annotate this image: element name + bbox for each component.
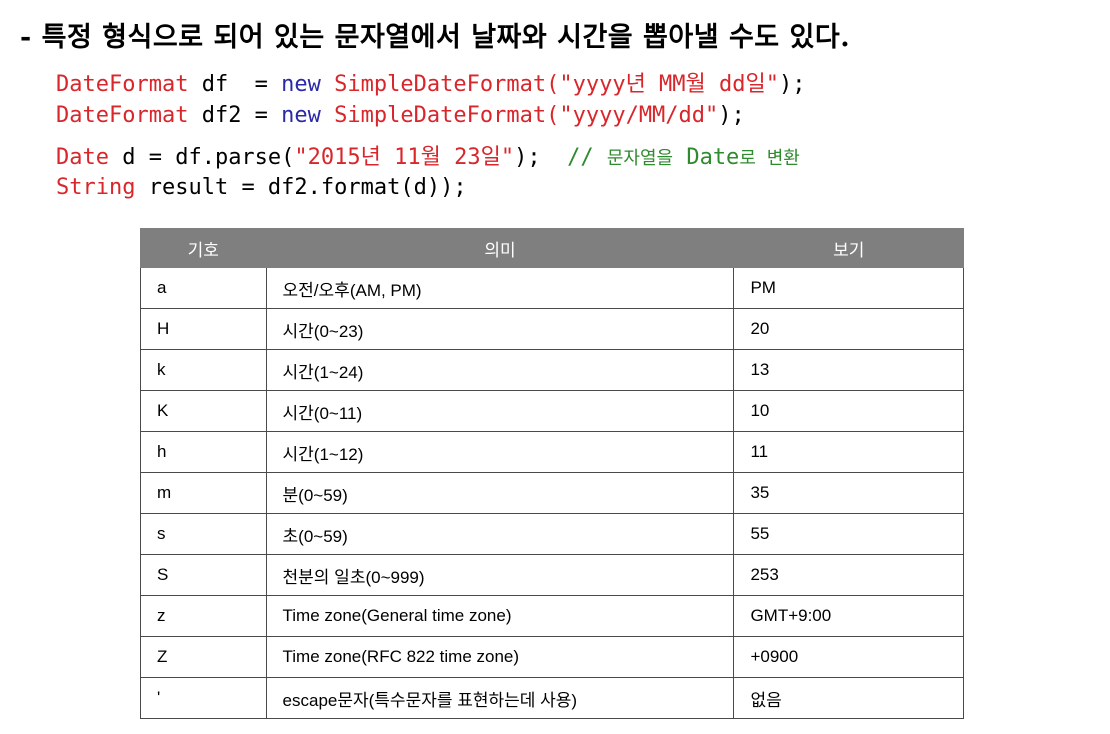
code-text: ); [514, 145, 568, 170]
cell-meaning: 초(0~59) [265, 513, 735, 555]
cell-example: 20 [733, 308, 964, 350]
code-line-1: DateFormat df = new SimpleDateFormat("yy… [56, 70, 806, 100]
table-row: K 시간(0~11) 10 [140, 390, 964, 432]
cell-symbol: Z [140, 636, 267, 678]
cell-symbol: z [140, 595, 267, 637]
table-row: z Time zone(General time zone) GMT+9:00 [140, 595, 964, 637]
cell-example: 253 [733, 554, 964, 596]
table-row: k 시간(1~24) 13 [140, 349, 964, 391]
code-line-2: DateFormat df2 = new SimpleDateFormat("y… [56, 101, 745, 131]
header-symbol: 기호 [140, 228, 267, 268]
table-row: S 천분의 일초(0~999) 253 [140, 554, 964, 596]
cell-symbol: S [140, 554, 267, 596]
cell-example: 없음 [733, 677, 964, 719]
header-meaning: 의미 [265, 228, 735, 268]
table-row: a 오전/오후(AM, PM) PM [140, 267, 964, 309]
cell-meaning: escape문자(특수문자를 표현하는데 사용) [265, 677, 735, 719]
table-row: H 시간(0~23) 20 [140, 308, 964, 350]
cell-meaning: 오전/오후(AM, PM) [265, 267, 735, 309]
cell-symbol: K [140, 390, 267, 432]
cell-meaning: Time zone(RFC 822 time zone) [265, 636, 735, 678]
page-heading: - 특정 형식으로 되어 있는 문자열에서 날짜와 시간을 뽑아낼 수도 있다. [20, 22, 851, 53]
cell-example: 11 [733, 431, 964, 473]
code-type: DateFormat [56, 72, 189, 97]
cell-example: PM [733, 267, 964, 309]
cell-example: 13 [733, 349, 964, 391]
code-keyword: new [281, 103, 321, 128]
table-row: Z Time zone(RFC 822 time zone) +0900 [140, 636, 964, 678]
cell-symbol: h [140, 431, 267, 473]
code-string: "2015년 11월 23일" [294, 145, 515, 170]
table-row: s 초(0~59) 55 [140, 513, 964, 555]
cell-meaning: Time zone(General time zone) [265, 595, 735, 637]
cell-example: +0900 [733, 636, 964, 678]
code-class: SimpleDateFormat( [320, 72, 560, 97]
cell-symbol: H [140, 308, 267, 350]
cell-example: 35 [733, 472, 964, 514]
table-row: h 시간(1~12) 11 [140, 431, 964, 473]
table-header-row: 기호 의미 보기 [140, 228, 964, 268]
cell-meaning: 시간(0~23) [265, 308, 735, 350]
code-class: SimpleDateFormat( [320, 103, 560, 128]
code-type: DateFormat [56, 103, 189, 128]
cell-example: 10 [733, 390, 964, 432]
comment-text: 로 변환 [739, 148, 800, 169]
cell-meaning: 천분의 일초(0~999) [265, 554, 735, 596]
cell-symbol: a [140, 267, 267, 309]
table-row: m 분(0~59) 35 [140, 472, 964, 514]
cell-meaning: 시간(1~24) [265, 349, 735, 391]
code-line-3: Date d = df.parse("2015년 11월 23일"); // 문… [56, 143, 800, 174]
header-example: 보기 [733, 228, 964, 268]
code-line-4: String result = df2.format(d)); [56, 173, 467, 203]
code-text: df2 = [188, 103, 282, 128]
cell-example: GMT+9:00 [733, 595, 964, 637]
cell-meaning: 시간(1~12) [265, 431, 735, 473]
code-type: String [56, 175, 136, 200]
cell-symbol: s [140, 513, 267, 555]
code-text: ); [718, 103, 745, 128]
code-string: "yyyy/MM/dd" [559, 103, 719, 128]
code-text: result = df2.format(d)); [135, 175, 467, 200]
code-keyword: new [281, 72, 321, 97]
cell-meaning: 시간(0~11) [265, 390, 735, 432]
cell-symbol: m [140, 472, 267, 514]
code-comment: // 문자열을 Date로 변환 [567, 145, 800, 170]
cell-meaning: 분(0~59) [265, 472, 735, 514]
cell-symbol: k [140, 349, 267, 391]
comment-slashes: // [567, 145, 607, 170]
comment-text: 문자열을 [606, 148, 674, 169]
cell-symbol: ' [140, 677, 267, 719]
cell-example: 55 [733, 513, 964, 555]
table-row: ' escape문자(특수문자를 표현하는데 사용) 없음 [140, 677, 964, 719]
code-text: ); [779, 72, 806, 97]
code-text: d = df.parse( [108, 145, 295, 170]
code-string: "yyyy년 MM월 dd일" [559, 72, 780, 97]
code-text: df = [188, 72, 282, 97]
comment-text: Date [673, 145, 740, 170]
code-type: Date [56, 145, 109, 170]
